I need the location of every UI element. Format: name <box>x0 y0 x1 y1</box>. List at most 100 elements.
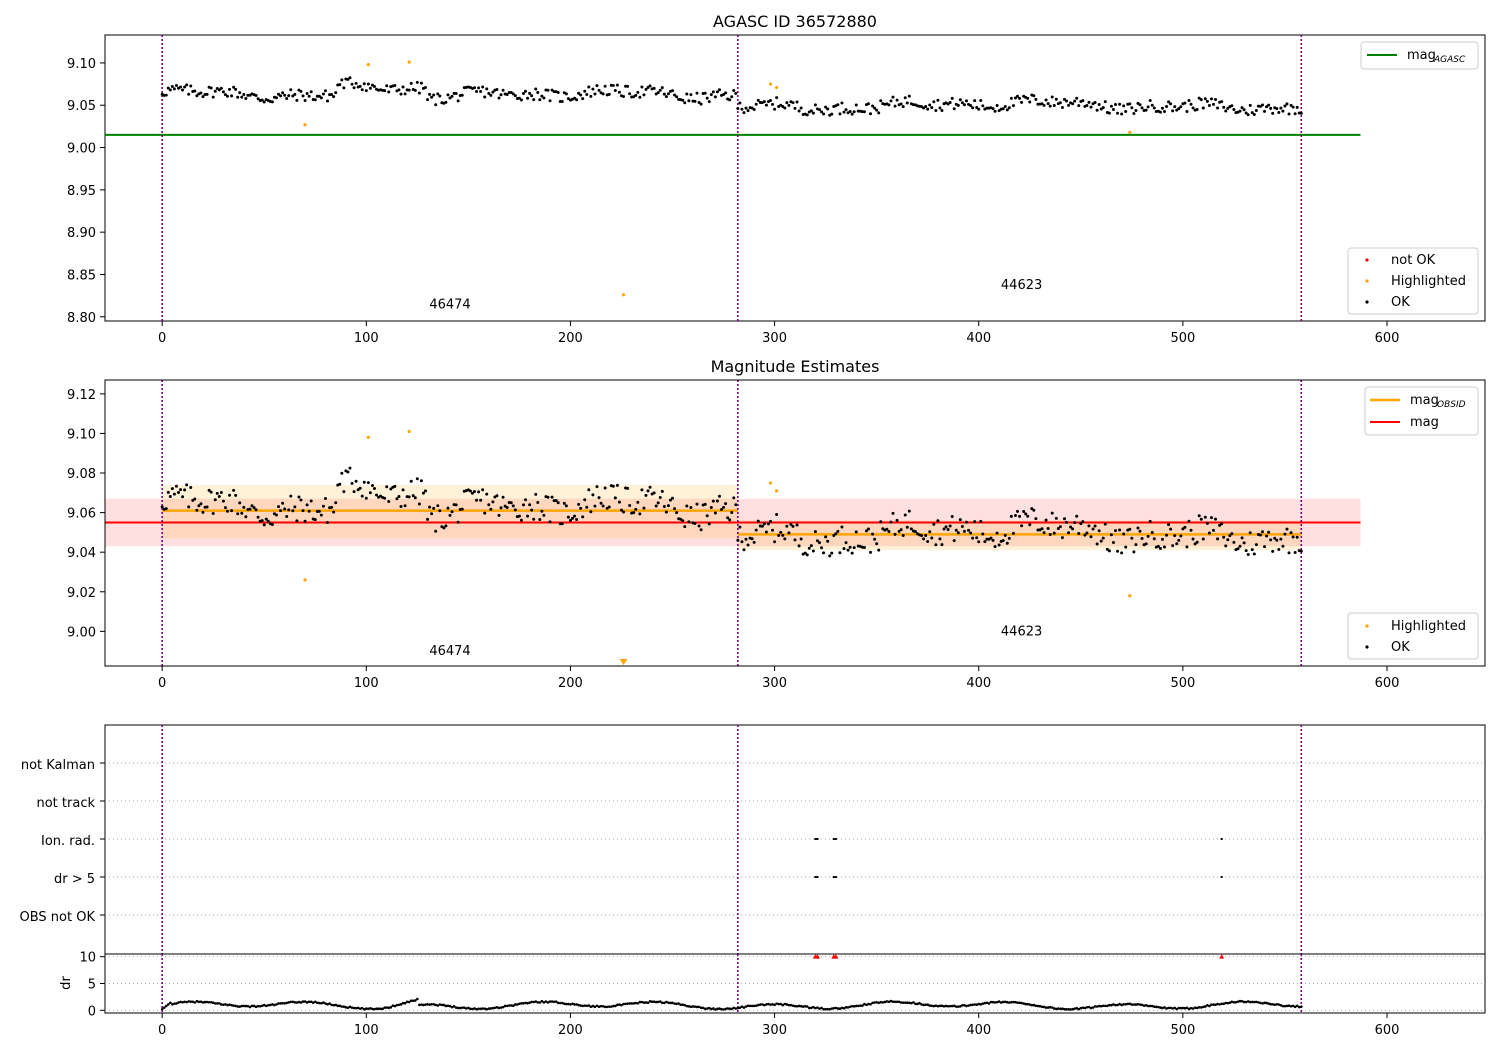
ok-point <box>1173 534 1177 538</box>
ok-point <box>228 87 232 91</box>
ok-point <box>495 494 499 498</box>
ok-point <box>232 488 236 492</box>
dr-point <box>1232 1000 1236 1004</box>
ok-point <box>362 82 366 86</box>
dr-point <box>1099 1004 1103 1008</box>
ok-point <box>181 88 185 92</box>
dr-point <box>807 1006 811 1010</box>
dr-point <box>330 1003 333 1007</box>
dr-point <box>424 1003 427 1006</box>
dr-point <box>901 1001 905 1004</box>
ok-point <box>472 86 476 90</box>
dr-point <box>1289 1004 1293 1008</box>
ok-point <box>581 97 585 101</box>
ok-point <box>197 504 201 508</box>
ok-point <box>1275 107 1279 111</box>
dr-point <box>262 1003 266 1007</box>
ok-point <box>638 512 642 516</box>
dr-point <box>1183 1006 1187 1010</box>
dr-point <box>505 1004 509 1008</box>
ok-point <box>769 98 773 102</box>
ok-point <box>928 103 932 107</box>
dr-point <box>301 1000 305 1003</box>
ok-point <box>1013 514 1017 518</box>
y-tick-label: 9.00 <box>67 625 96 640</box>
ok-point <box>350 481 354 485</box>
dr-point <box>1034 1004 1038 1008</box>
ok-point <box>428 505 432 509</box>
dr-point <box>893 1000 897 1004</box>
ok-point <box>360 88 364 92</box>
dr-point <box>1052 1007 1056 1010</box>
ok-point <box>840 101 844 105</box>
dr-point <box>718 1007 721 1010</box>
ok-point <box>977 540 981 544</box>
x-tick-label: 300 <box>762 1023 787 1038</box>
dr-point <box>426 1002 429 1006</box>
dr-point <box>413 999 417 1002</box>
ok-point <box>595 84 599 88</box>
ok-point <box>532 517 536 521</box>
ok-point <box>393 84 397 88</box>
y-tick-label: 0 <box>88 1004 96 1019</box>
dr-point <box>544 1000 548 1003</box>
dr-point <box>1055 1007 1058 1011</box>
ok-point <box>285 515 289 519</box>
legend-not-ok-swatch <box>1365 258 1369 262</box>
dr-point <box>822 1007 825 1011</box>
dr-point <box>999 1001 1003 1004</box>
dr-point <box>511 1004 515 1007</box>
ok-point <box>509 501 513 505</box>
ok-point <box>1199 517 1203 521</box>
dr-point <box>481 1007 484 1010</box>
ok-point <box>385 84 389 88</box>
ok-point <box>634 507 638 511</box>
ok-point <box>1185 109 1189 113</box>
ok-point <box>560 100 564 104</box>
ok-point <box>891 95 895 99</box>
dr-point <box>279 1002 282 1005</box>
dr-point <box>1032 1003 1036 1007</box>
dr-point <box>899 1001 903 1004</box>
ok-point <box>1220 100 1224 104</box>
ok-point <box>603 84 607 88</box>
ok-point <box>1254 108 1258 112</box>
dr-point <box>179 1000 182 1004</box>
ok-point <box>1193 542 1197 546</box>
ok-point <box>626 486 630 490</box>
dr-point <box>373 1007 376 1011</box>
dr-point <box>665 1000 668 1004</box>
ok-point <box>644 87 648 91</box>
dr-point <box>1138 1003 1142 1006</box>
ok-point <box>1265 105 1269 109</box>
dr-point <box>1238 999 1242 1003</box>
ok-point <box>960 101 964 105</box>
dr-point <box>215 1002 219 1005</box>
ok-point <box>242 93 246 97</box>
dr-point <box>1003 1000 1007 1004</box>
ok-point <box>342 490 346 494</box>
dr-point <box>269 1003 272 1007</box>
ok-point <box>926 539 930 543</box>
ok-point <box>1158 546 1162 550</box>
dr-point <box>773 1003 776 1007</box>
dr-point <box>393 1004 397 1008</box>
ok-point <box>283 507 287 511</box>
ok-point <box>687 99 691 103</box>
ok-point <box>530 508 534 512</box>
dr-point <box>401 1001 405 1005</box>
ok-point <box>601 504 605 508</box>
dr-point <box>650 1000 654 1004</box>
dr-point <box>528 1001 531 1004</box>
ok-point <box>693 99 697 103</box>
dr-point <box>756 1003 760 1007</box>
ok-point <box>938 537 942 541</box>
highlighted-point <box>775 85 779 90</box>
ok-point <box>756 98 760 102</box>
dr-point <box>483 1007 487 1010</box>
ok-point <box>172 492 176 496</box>
ok-point <box>1134 108 1138 112</box>
dr-point <box>238 1005 242 1008</box>
dr-point <box>781 1003 785 1007</box>
